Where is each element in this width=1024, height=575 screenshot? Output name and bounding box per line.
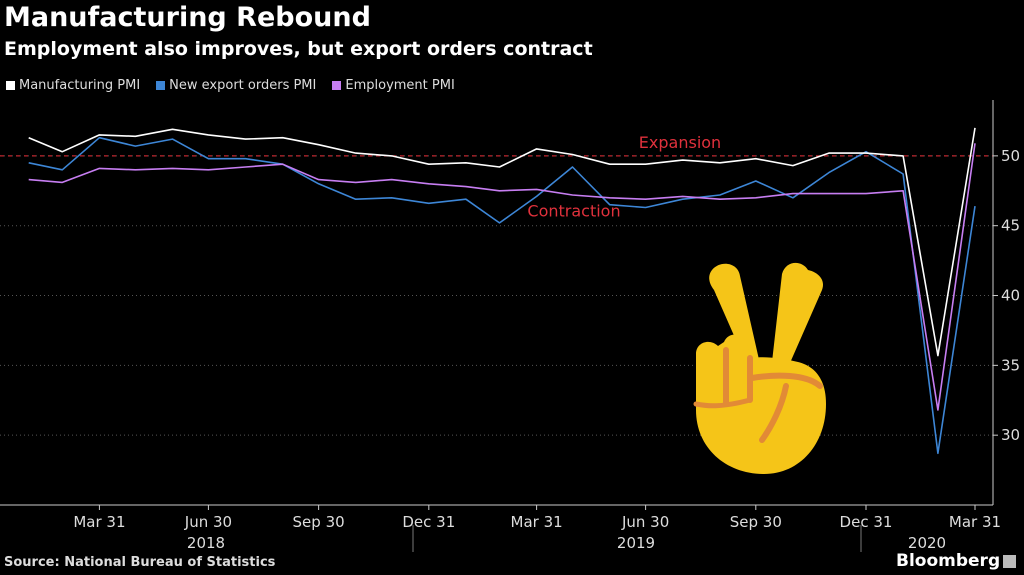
series-line-employment-pmi (28, 143, 976, 411)
legend-label-export-orders: New export orders PMI (169, 78, 317, 93)
expansion-label: Expansion (639, 133, 721, 152)
year-labels: 2018 2019 2020 (187, 525, 946, 552)
legend-item-employment: Employment PMI (332, 78, 455, 93)
y-tick-label-40: 40 (1001, 287, 1020, 305)
series-lines (28, 127, 976, 455)
legend-swatch-manufacturing (6, 81, 15, 90)
legend-label-manufacturing: Manufacturing PMI (19, 78, 141, 93)
annotations: Expansion Contraction (0, 133, 993, 221)
legend-swatch-employment (332, 81, 342, 90)
x-tick-label-4: Mar 31 (511, 513, 563, 531)
chart-subtitle: Employment also improves, but export ord… (4, 38, 593, 60)
bloomberg-logo: Bloomberg (896, 551, 1017, 571)
series-line-manufacturing-pmi (28, 127, 976, 357)
year-label-2019: 2019 (617, 534, 655, 552)
x-tick-label-2: Sep 30 (293, 513, 345, 531)
contraction-label: Contraction (527, 202, 620, 221)
gridlines (0, 155, 993, 436)
x-tick-label-7: Dec 31 (840, 513, 893, 531)
y-tick-label-35: 35 (1001, 356, 1020, 374)
x-tick-label-8: Mar 31 (949, 513, 1001, 531)
y-tick-label-45: 45 (1001, 217, 1020, 235)
source-note: Source: National Bureau of Statistics (4, 555, 276, 570)
x-tick-label-1: Jun 30 (184, 513, 232, 531)
x-axis-ticks: Mar 31 Jun 30 Sep 30 Dec 31 Mar 31 Jun 30 Sep … (73, 505, 1001, 531)
emoji-thumb-outline (693, 397, 753, 409)
brand-mark-icon (1003, 554, 1017, 568)
axes (0, 100, 994, 506)
y-tick-label-30: 30 (1001, 426, 1020, 444)
year-label-2020: 2020 (908, 534, 946, 552)
y-axis-ticks: 30 35 40 45 50 (993, 147, 1020, 444)
brand-name: Bloomberg (896, 551, 1001, 571)
legend: Manufacturing PMI New export orders PMI … (6, 78, 455, 93)
legend-item-export-orders: New export orders PMI (156, 78, 316, 93)
year-label-2018: 2018 (187, 534, 225, 552)
legend-item-manufacturing: Manufacturing PMI (6, 78, 140, 93)
emoji-index-finger (709, 263, 760, 372)
x-tick-label-6: Sep 30 (730, 513, 782, 531)
chart-title: Manufacturing Rebound (4, 2, 371, 33)
y-tick-label-50: 50 (1001, 147, 1020, 165)
emoji-middle-finger (772, 262, 824, 372)
series-line-new-export-orders-pmi (28, 136, 976, 455)
x-tick-label-5: Jun 30 (621, 513, 669, 531)
x-tick-label-3: Dec 31 (402, 513, 455, 531)
x-tick-label-0: Mar 31 (73, 513, 125, 531)
legend-swatch-export-orders (156, 81, 166, 90)
victory-hand-emoji (693, 262, 826, 474)
emoji-finger-outline (723, 347, 823, 443)
legend-label-employment: Employment PMI (345, 78, 455, 93)
